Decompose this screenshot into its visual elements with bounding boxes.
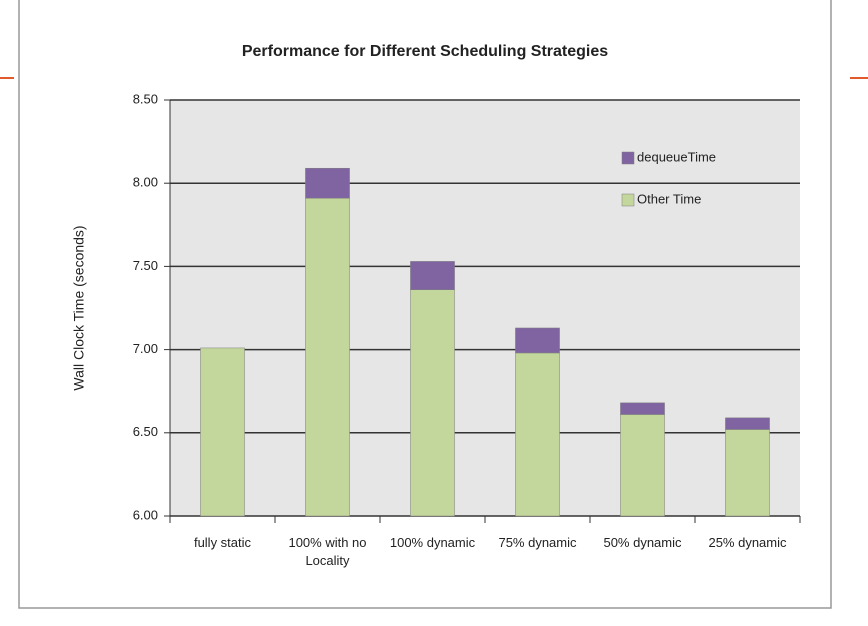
y-tick-label: 8.50	[133, 91, 158, 106]
bar-segment	[200, 347, 245, 517]
x-tick-label: fully static	[193, 535, 252, 550]
x-tick-label: 25% dynamic	[708, 535, 787, 550]
x-tick-label: 75% dynamic	[498, 535, 577, 550]
y-tick-label: 6.00	[133, 507, 158, 522]
plot-area	[170, 100, 800, 516]
y-tick-label: 7.50	[133, 258, 158, 273]
bar-segment	[725, 417, 770, 430]
bar-segment	[305, 167, 350, 199]
y-tick-label: 7.00	[133, 341, 158, 356]
x-tick-label-box: 100% dynamic	[389, 535, 476, 550]
y-tick-label: 8.00	[133, 175, 158, 190]
bar-segment	[410, 289, 455, 517]
legend-swatch	[621, 151, 635, 165]
y-axis-title: Wall Clock Time (seconds)	[71, 225, 87, 390]
x-tick-label: 100% with no Locality	[288, 535, 367, 568]
y-tick-label: 6.50	[133, 424, 158, 439]
x-tick-label-box: 50% dynamic	[603, 535, 682, 550]
bar-segment	[515, 327, 560, 354]
x-tick-label-box: 100% with no Locality	[288, 535, 367, 568]
chart-title: Performance for Different Scheduling Str…	[242, 43, 608, 60]
bar-segment	[515, 352, 560, 517]
legend-swatch	[621, 193, 635, 207]
bar-segment	[620, 414, 665, 517]
legend-label: Other Time	[637, 191, 701, 206]
bar-segment	[305, 197, 350, 517]
x-tick-label-box: 75% dynamic	[498, 535, 577, 550]
x-tick-label: 100% dynamic	[389, 535, 476, 550]
bar-segment	[725, 429, 770, 517]
x-tick-label: 50% dynamic	[603, 535, 682, 550]
bar-segment	[620, 402, 665, 415]
legend-label: dequeueTime	[637, 149, 716, 164]
bar-segment	[410, 261, 455, 290]
x-tick-label-box: fully static	[193, 535, 252, 550]
x-tick-label-box: 25% dynamic	[708, 535, 787, 550]
plot: 6.00 6.50 7.00 7.50 8.00 8.50 fully static 100%…	[133, 91, 801, 568]
